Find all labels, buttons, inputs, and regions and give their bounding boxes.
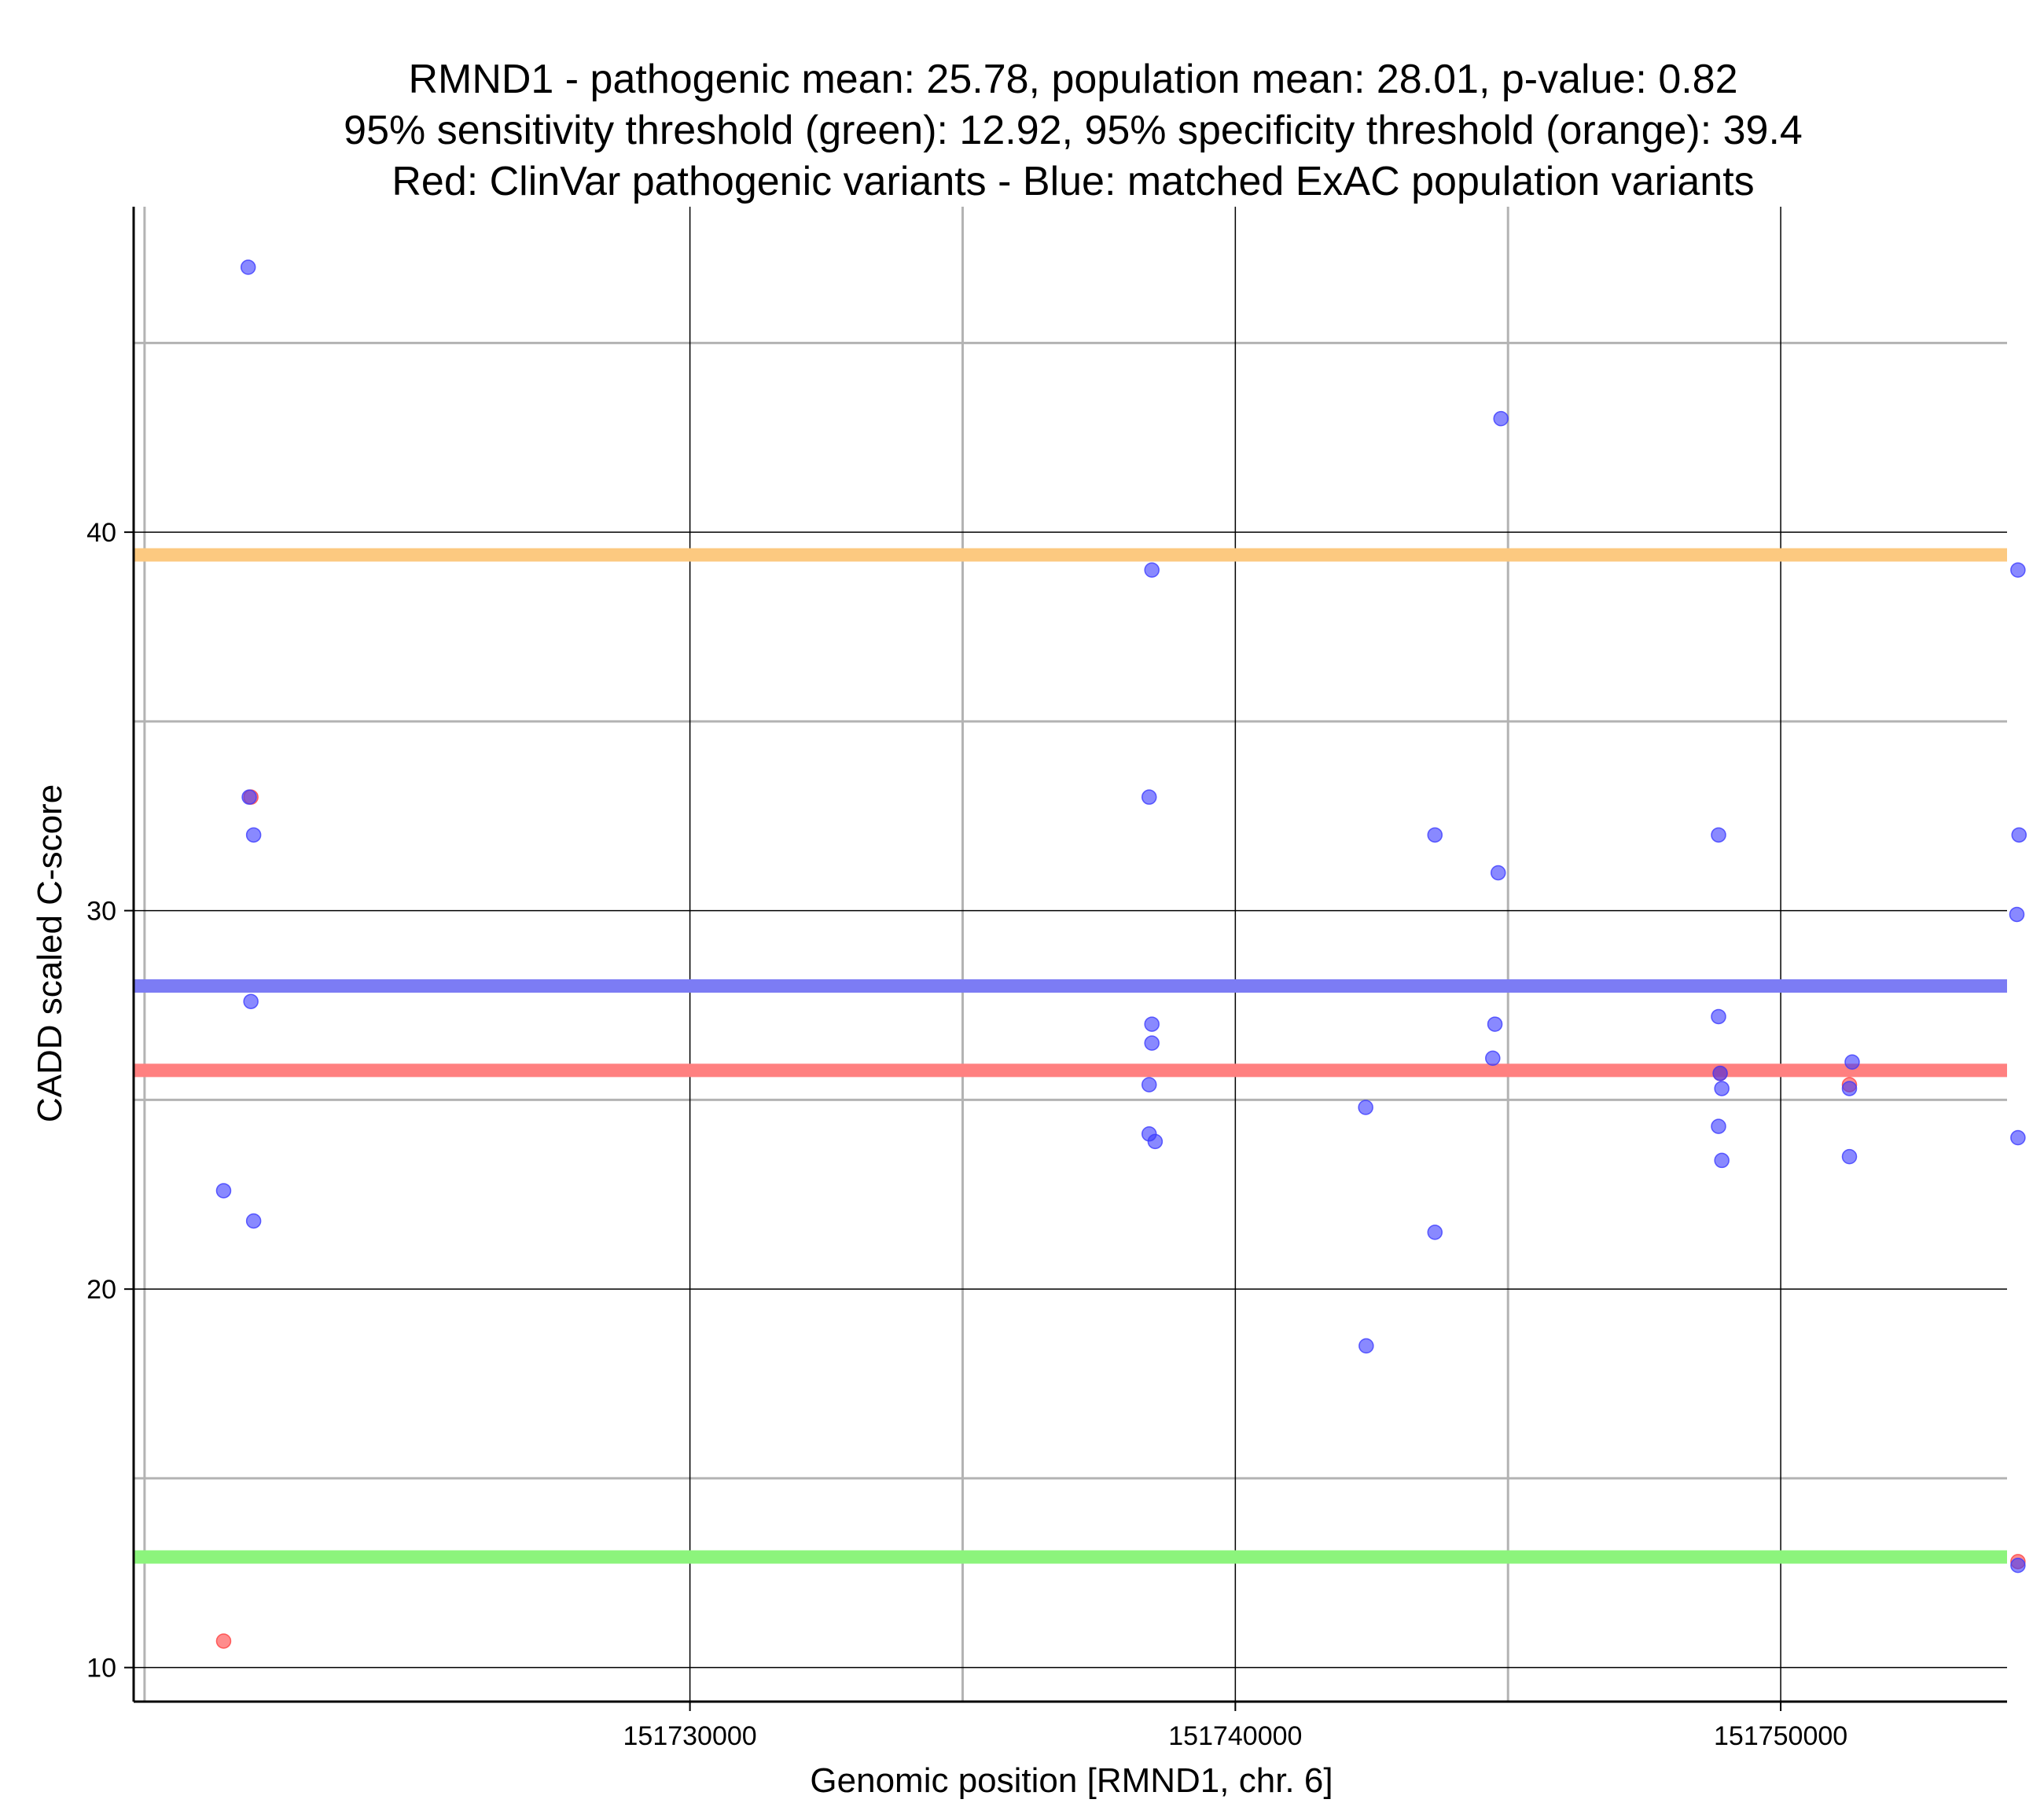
chart-title-line-1: RMND1 - pathogenic mean: 25.78, populati…	[408, 57, 1737, 102]
x-tick-label: 151730000	[623, 1721, 757, 1751]
y-tick-label: 20	[86, 1275, 116, 1305]
x-tick-label: 151740000	[1168, 1721, 1302, 1751]
data-point	[1147, 1133, 1164, 1150]
data-point	[1714, 1081, 1730, 1096]
data-point	[245, 1213, 262, 1229]
data-point	[1141, 789, 1157, 805]
x-tick-label: 151750000	[1714, 1721, 1847, 1751]
y-tick-label: 10	[86, 1654, 116, 1684]
data-point	[2010, 1129, 2026, 1146]
data-point	[1141, 1077, 1157, 1092]
data-point	[1711, 827, 1726, 843]
data-point	[1712, 1065, 1728, 1081]
data-point	[1714, 1152, 1730, 1169]
data-point	[1844, 1054, 1860, 1070]
data-point	[1711, 1008, 1726, 1025]
data-point	[215, 1183, 232, 1199]
data-point	[2010, 1557, 2026, 1573]
data-point	[240, 259, 256, 275]
data-point	[1493, 410, 1509, 427]
data-point	[2010, 562, 2026, 578]
data-point	[1358, 1100, 1373, 1115]
data-point	[1144, 1016, 1160, 1032]
x-axis-title: Genomic position [RMND1, chr. 6]	[810, 1761, 1333, 1800]
chart-title-line-2: 95% sensitivity threshold (green): 12.92…	[344, 108, 1803, 153]
data-point	[2009, 906, 2025, 923]
data-point	[1487, 1016, 1503, 1032]
data-point	[1358, 1338, 1374, 1354]
data-point	[1427, 827, 1443, 843]
y-tick-label: 30	[86, 897, 116, 927]
data-point	[1841, 1081, 1858, 1096]
chart-title-line-3: Red: ClinVar pathogenic variants - Blue:…	[392, 159, 1754, 204]
data-points	[215, 259, 2027, 1649]
y-tick-label: 40	[86, 518, 116, 548]
data-point	[245, 827, 262, 843]
data-point	[241, 789, 257, 805]
data-point	[2011, 827, 2027, 843]
data-point	[1841, 1148, 1858, 1165]
data-point	[243, 993, 259, 1009]
y-axis-title: CADD scaled C-score	[31, 784, 69, 1122]
data-point	[1711, 1118, 1726, 1134]
grid-lines	[134, 207, 2007, 1702]
data-point	[1144, 1035, 1160, 1051]
data-point	[1485, 1050, 1501, 1067]
data-point	[1144, 562, 1160, 578]
data-point	[1490, 865, 1506, 881]
axis-ticks: 151730000 151740000 151750000 10 20 30 40	[86, 518, 1847, 1751]
reference-lines	[134, 548, 2007, 1564]
data-point	[1427, 1225, 1443, 1240]
data-point	[215, 1633, 232, 1649]
